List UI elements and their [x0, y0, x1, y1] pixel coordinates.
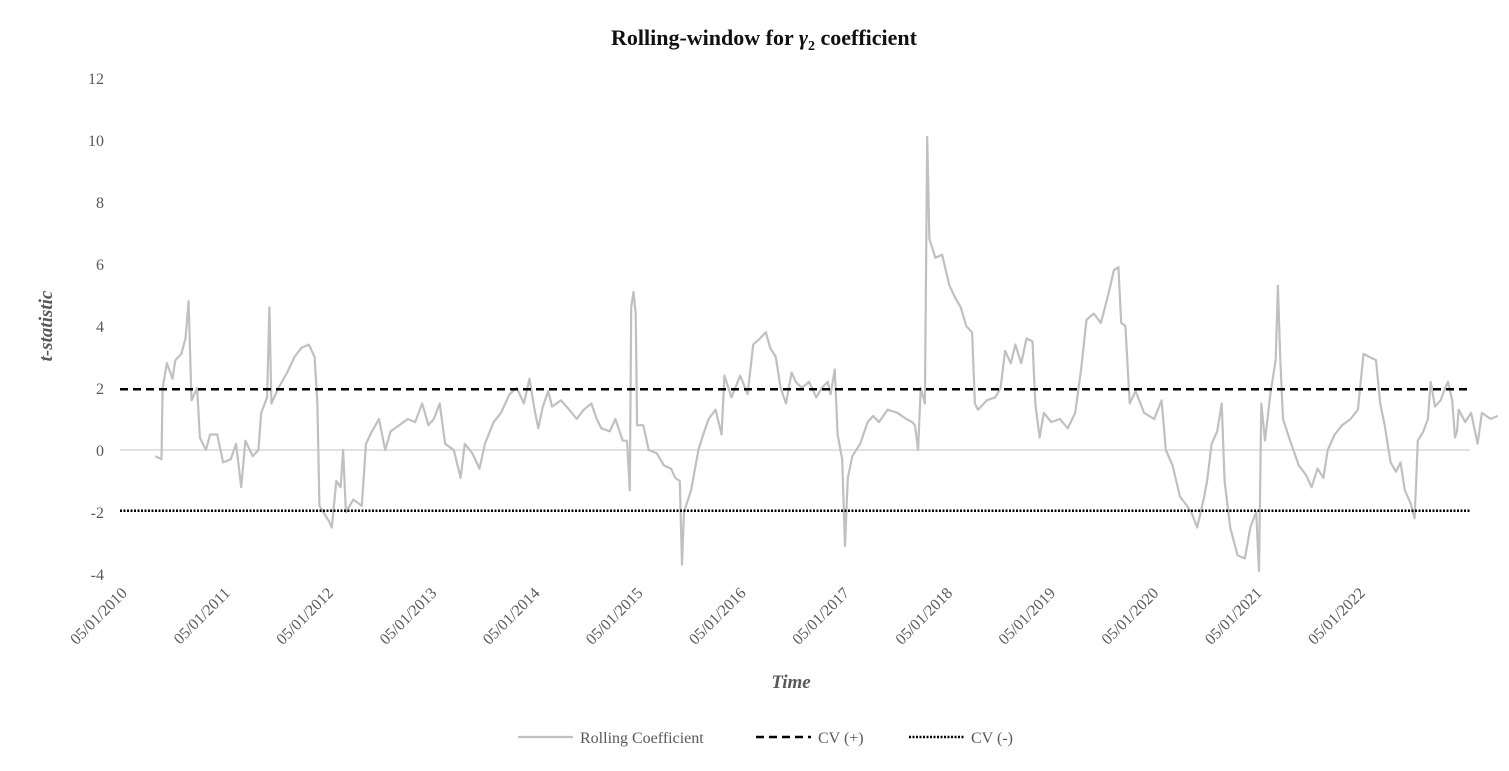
x-tick-label: 05/01/2015	[583, 585, 647, 649]
x-tick-label: 05/01/2017	[789, 585, 853, 649]
legend: Rolling Coefficient CV (+) CV (-)	[518, 730, 1013, 747]
y-tick-label: 2	[96, 381, 104, 398]
chart-title-prefix: Rolling-window for	[611, 25, 799, 50]
y-axis-ticks: -4 -2 0 2 4 6 8 10 12	[88, 71, 104, 584]
x-axis-ticks: 05/01/2010 05/01/2011 05/01/2012 05/01/2013…	[67, 585, 1368, 649]
chart-title: Rolling-window for γ2 coefficient	[611, 25, 918, 54]
y-tick-label: 4	[96, 319, 104, 336]
y-tick-label: 8	[96, 195, 104, 212]
x-tick-label: 05/01/2012	[273, 585, 337, 649]
y-tick-label: 6	[96, 257, 104, 274]
x-tick-label: 05/01/2013	[377, 585, 441, 649]
x-tick-label: 05/01/2022	[1305, 585, 1369, 649]
x-tick-label: 05/01/2021	[1202, 585, 1266, 649]
x-axis-title: Time	[771, 672, 811, 693]
y-tick-label: 12	[88, 71, 104, 88]
x-tick-label: 05/01/2018	[893, 585, 957, 649]
x-tick-label: 05/01/2020	[1099, 585, 1163, 649]
x-tick-label: 05/01/2011	[171, 585, 234, 648]
x-tick-label: 05/01/2014	[480, 585, 544, 649]
chart-title-subscript: 2	[808, 39, 815, 54]
x-tick-label: 05/01/2019	[996, 585, 1060, 649]
chart-title-suffix: coefficient	[815, 25, 918, 50]
series-layer	[120, 135, 1499, 572]
legend-label: Rolling Coefficient	[580, 730, 704, 747]
y-axis-title: t-statistic	[36, 290, 57, 361]
y-tick-label: -2	[91, 505, 104, 522]
x-tick-label: 05/01/2010	[67, 585, 131, 649]
legend-label: CV (+)	[818, 730, 864, 747]
y-tick-label: 0	[96, 443, 104, 460]
chart-title-symbol: γ	[799, 25, 809, 50]
y-tick-label: 10	[88, 133, 104, 150]
y-tick-label: -4	[91, 567, 104, 584]
legend-label: CV (-)	[971, 730, 1013, 747]
series-rolling-coefficient-line	[154, 135, 1499, 572]
x-tick-label: 05/01/2016	[686, 585, 750, 649]
